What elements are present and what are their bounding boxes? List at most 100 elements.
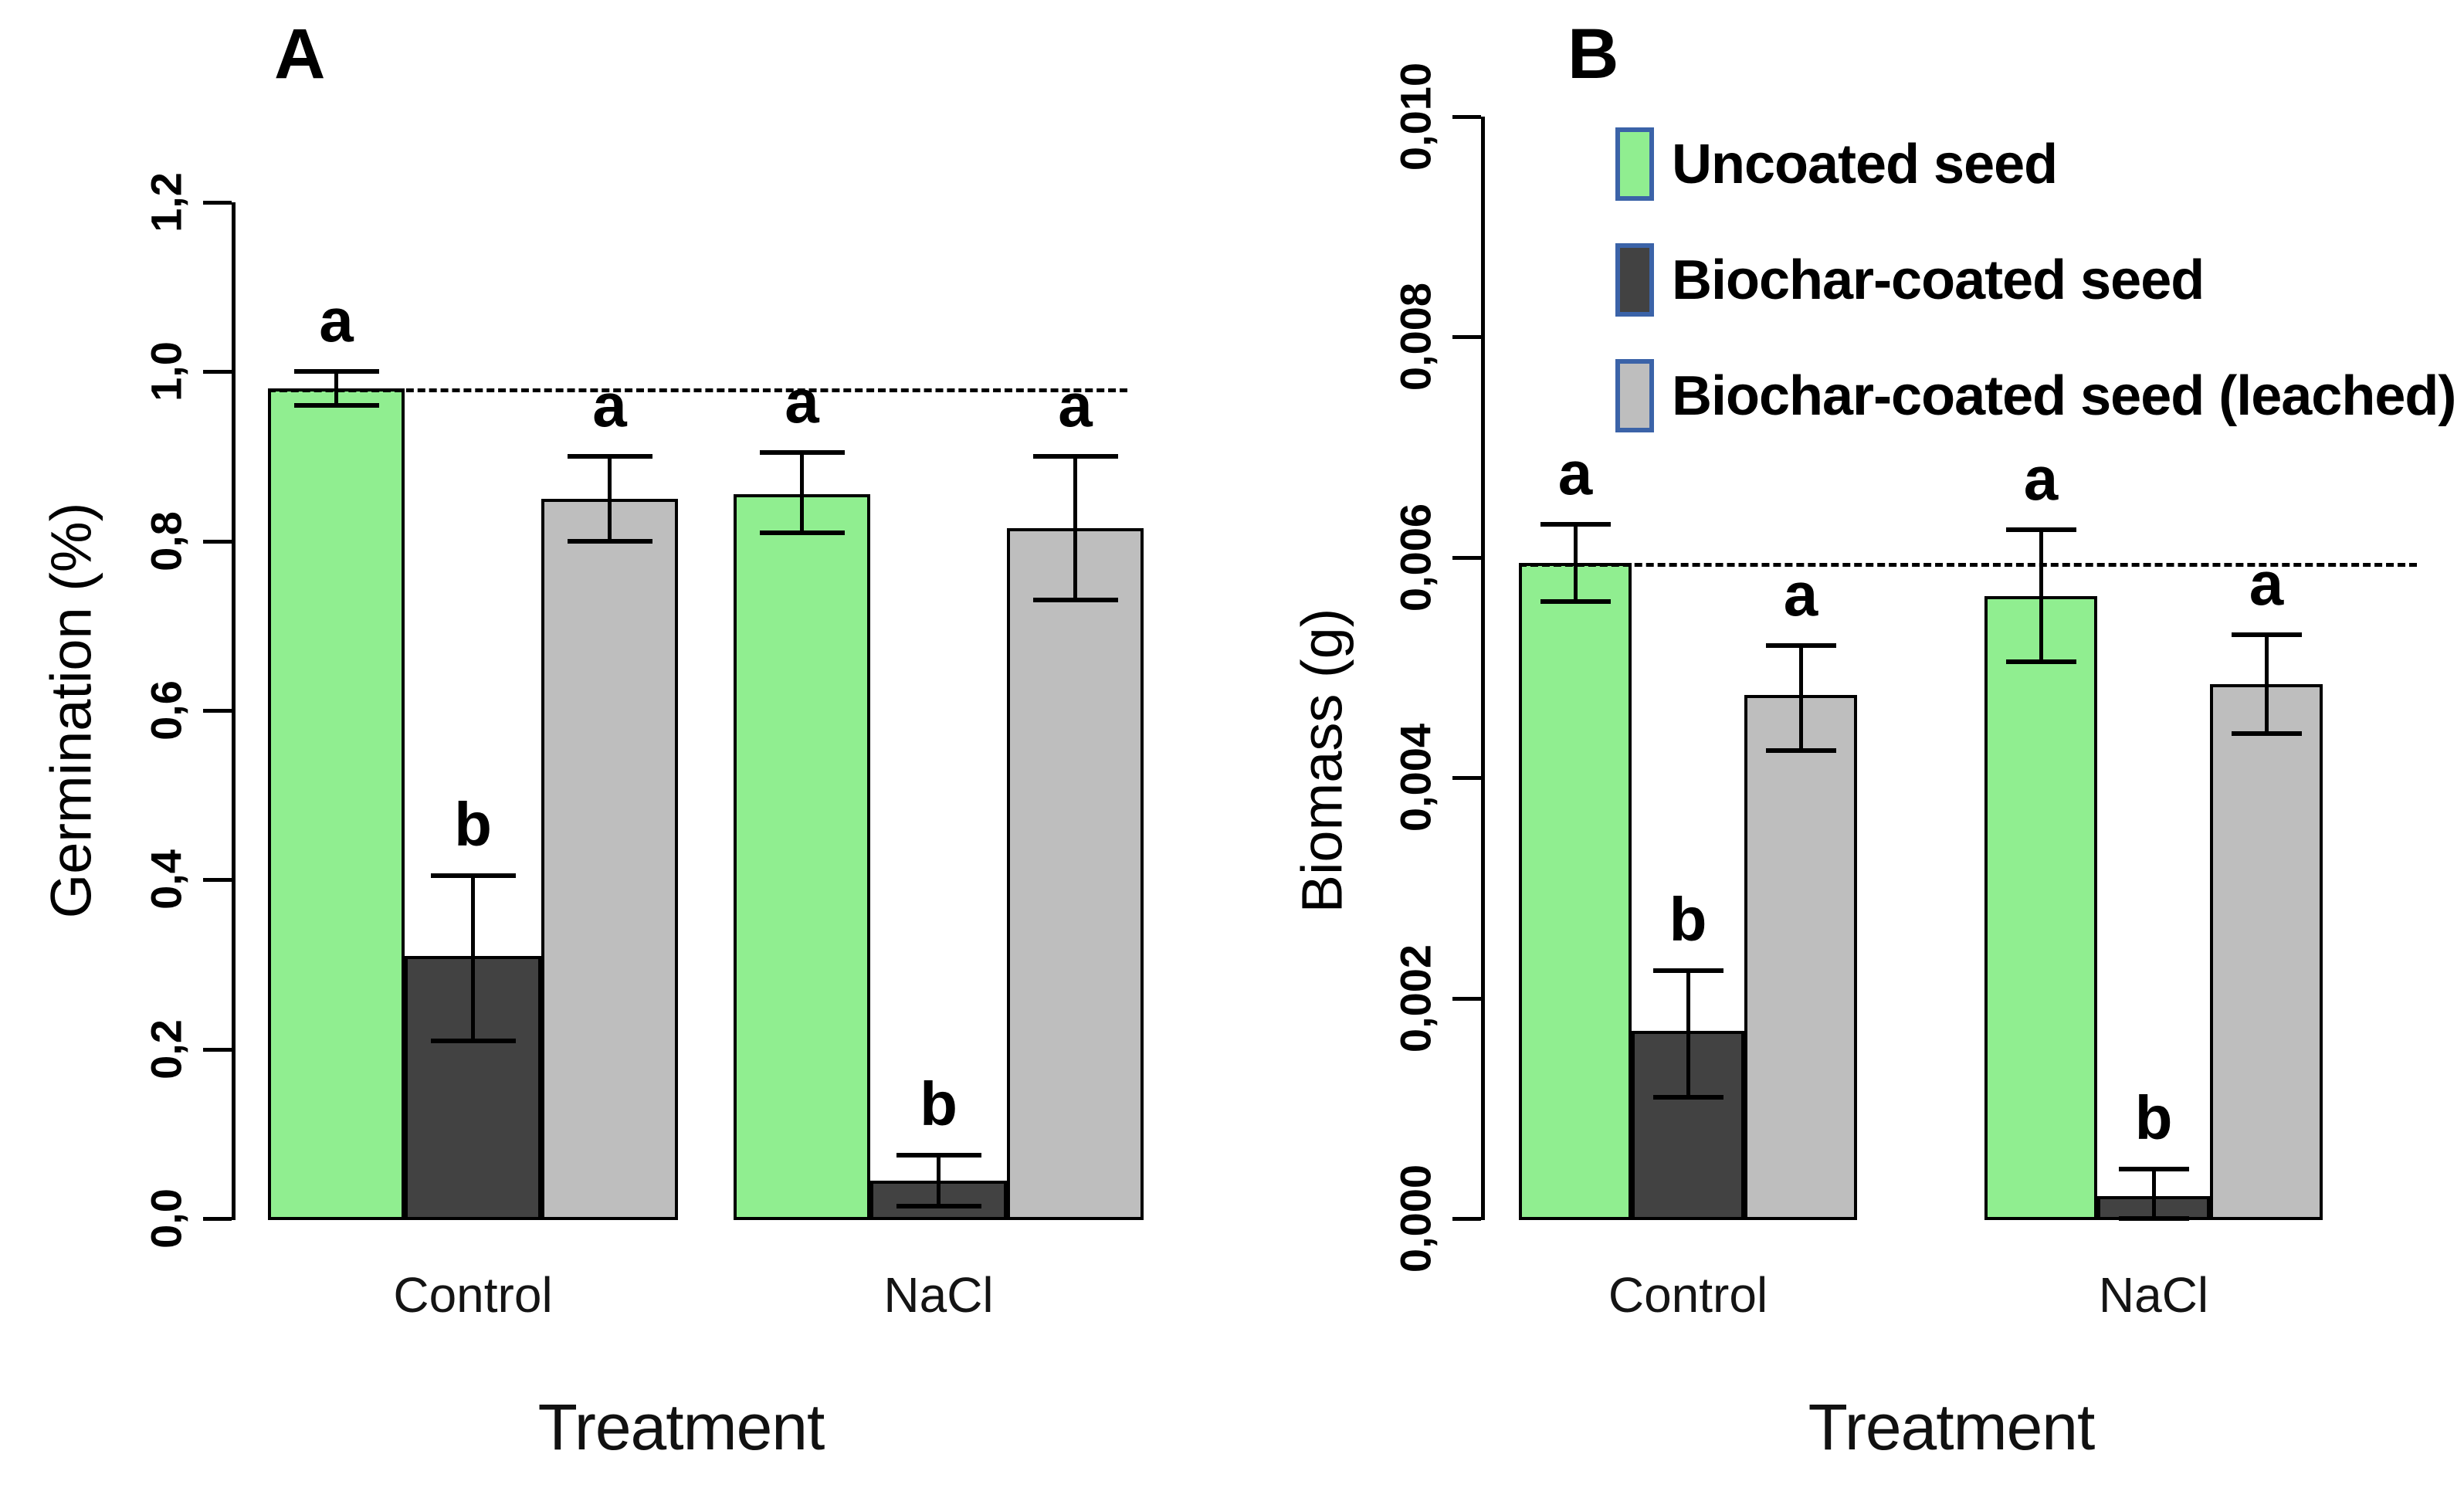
legend-label: Biochar-coated seed (leached): [1672, 364, 2456, 427]
significance-letter: b: [920, 1069, 957, 1138]
panel-b-y-axis-title: Biomass (g): [1290, 608, 1354, 913]
y-tick: [203, 201, 232, 205]
y-tick: [1452, 1217, 1481, 1221]
y-tick-label: 0,6: [141, 680, 191, 741]
error-bar-cap-top: [759, 449, 845, 455]
y-tick: [203, 878, 232, 883]
y-tick: [203, 1047, 232, 1052]
error-bar-cap-bottom: [2005, 659, 2076, 665]
significance-letter: a: [319, 286, 354, 355]
error-bar: [2151, 1168, 2156, 1219]
significance-letter: a: [1557, 438, 1593, 507]
significance-letter: b: [1669, 884, 1707, 954]
y-tick-label: 0,000: [1391, 1164, 1440, 1273]
y-tick: [1452, 996, 1481, 1001]
panel-a-plot-area: 0,0 0,2 0,4 0,6 0,8 1,0 1,2 a a b b a a Control NaCl: [142, 172, 1144, 1323]
error-bar-cap-bottom: [567, 538, 652, 544]
legend-swatch-uncoated: [1615, 127, 1654, 201]
y-tick: [203, 1217, 232, 1221]
error-bar-cap-top: [2118, 1166, 2189, 1171]
error-bar-cap-bottom: [1032, 598, 1118, 603]
error-bar: [1686, 970, 1690, 1098]
error-bar-cap-bottom: [1765, 747, 1836, 753]
bar-leached-control: [541, 498, 678, 1220]
legend-label: Uncoated seed: [1672, 133, 2058, 195]
error-bar-cap-bottom: [2231, 731, 2302, 737]
significance-letter: a: [2249, 548, 2284, 618]
error-bar-cap-top: [2005, 527, 2076, 533]
significance-letter: a: [592, 371, 627, 439]
error-bar-cap-top: [1032, 454, 1118, 459]
error-bar: [1798, 645, 1803, 751]
error-bar: [471, 875, 475, 1041]
y-tick-label: 0,008: [1391, 283, 1440, 391]
panel-a-letter: A: [274, 15, 327, 93]
bar-uncoated-nacl: [734, 494, 870, 1220]
category-label-nacl: NaCl: [883, 1267, 994, 1323]
bar-leached-control: [1744, 695, 1857, 1220]
bar-uncoated-control: [268, 388, 405, 1220]
error-bar-cap-top: [1765, 642, 1836, 648]
y-tick: [1452, 115, 1481, 119]
y-tick-label: 0,004: [1391, 724, 1440, 832]
y-tick-label: 0,2: [141, 1019, 191, 1080]
error-bar-cap-bottom: [430, 1038, 516, 1043]
significance-letter: a: [785, 366, 819, 436]
error-bar-cap-top: [293, 369, 379, 375]
error-bar-cap-top: [567, 454, 652, 459]
y-tick-label: 0,006: [1391, 503, 1440, 612]
y-tick-label: 0,002: [1391, 944, 1440, 1052]
y-tick-label: 0,8: [141, 510, 191, 571]
y-tick-label: 1,2: [141, 172, 191, 232]
legend-label: Biochar-coated seed: [1672, 249, 2205, 311]
y-tick-label: 0,4: [141, 849, 191, 910]
y-tick: [203, 709, 232, 713]
y-tick-label: 0,010: [1391, 62, 1440, 171]
panel-b-plot-area: 0,000 0,002 0,004 0,006 0,008 0,010 a a b b a a Cont…: [1391, 63, 2417, 1323]
panel-b-x-axis-title: Treatment: [1808, 1391, 2096, 1463]
category-label-control: Control: [1608, 1267, 1768, 1323]
error-bar-cap-top: [896, 1152, 981, 1158]
error-bar-cap-bottom: [759, 530, 845, 535]
error-bar: [2039, 530, 2043, 663]
panel-a-y-axis-title: Germination (%): [39, 502, 103, 919]
y-tick-label: 0,0: [141, 1188, 191, 1249]
significance-letter: a: [1783, 559, 1818, 629]
error-bar: [937, 1154, 941, 1206]
significance-letter: b: [454, 789, 492, 859]
y-tick: [1452, 776, 1481, 781]
error-bar: [1073, 456, 1077, 601]
error-bar-cap-bottom: [1540, 598, 1611, 604]
error-bar-cap-bottom: [1652, 1095, 1723, 1100]
y-tick: [203, 370, 232, 375]
significance-letter: a: [1058, 371, 1093, 439]
error-bar-cap-bottom: [896, 1203, 981, 1208]
y-tick-label: 1,0: [141, 341, 191, 402]
y-axis: [1481, 117, 1485, 1220]
y-tick: [1452, 335, 1481, 340]
error-bar: [800, 452, 804, 533]
legend-swatch-biochar: [1615, 243, 1654, 317]
significance-letter: a: [2023, 444, 2059, 514]
bar-uncoated-control: [1519, 562, 1632, 1220]
error-bar-cap-top: [1652, 968, 1723, 973]
error-bar: [2264, 634, 2269, 734]
y-axis: [232, 202, 236, 1220]
error-bar-cap-top: [1540, 521, 1611, 527]
category-label-nacl: NaCl: [2098, 1267, 2209, 1323]
bar-leached-nacl: [1007, 528, 1144, 1220]
panel-a-x-axis-title: Treatment: [537, 1391, 825, 1463]
error-bar: [334, 371, 338, 406]
dashed-reference-line: [1519, 562, 2417, 567]
dashed-reference-line: [268, 388, 1127, 393]
error-bar-cap-bottom: [293, 403, 379, 408]
error-bar-cap-top: [2231, 632, 2302, 637]
panel-b-letter: B: [1568, 15, 1620, 93]
legend-swatch-leached: [1615, 359, 1654, 432]
category-label-control: Control: [393, 1267, 553, 1323]
error-bar-cap-bottom: [2118, 1216, 2189, 1221]
bar-leached-nacl: [2210, 683, 2323, 1220]
y-tick: [203, 539, 232, 544]
bar-uncoated-nacl: [1984, 595, 2097, 1220]
